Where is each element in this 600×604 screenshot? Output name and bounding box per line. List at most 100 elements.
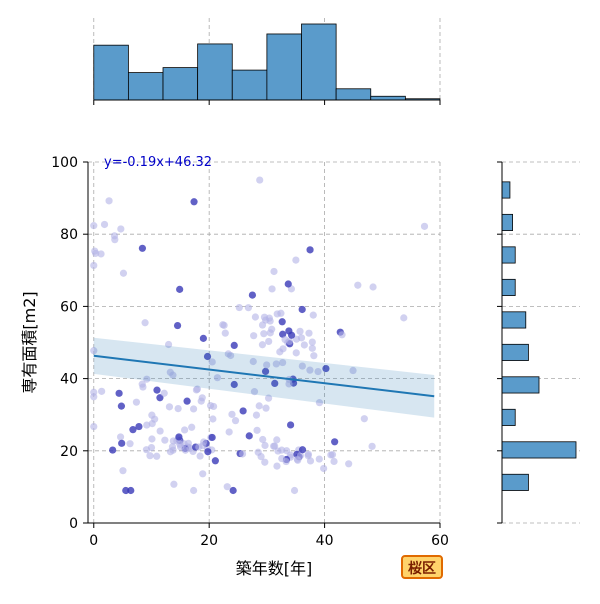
scatter-point	[227, 351, 235, 360]
scatter-point	[208, 358, 216, 366]
scatter-point	[189, 405, 198, 413]
y-tick-label: 20	[60, 444, 78, 460]
scatter-point	[400, 314, 408, 322]
right-histogram	[501, 181, 577, 491]
scatter-point	[165, 403, 174, 411]
scatter-point	[221, 329, 229, 337]
scatter-point	[298, 446, 307, 454]
scatter-point	[281, 336, 289, 344]
scatter-point	[261, 441, 269, 450]
scatter-point	[160, 389, 168, 397]
scatter-point	[271, 379, 279, 387]
scatter-point	[223, 483, 231, 491]
scatter-point	[195, 443, 203, 451]
scatter-point	[225, 428, 233, 436]
scatter-point	[238, 450, 247, 458]
scatter-point	[331, 438, 339, 446]
scatter-point	[257, 452, 265, 461]
scatter-point	[139, 383, 147, 391]
scatter-point	[263, 361, 271, 369]
scatter-point	[273, 462, 281, 470]
scatter-point	[288, 331, 296, 339]
scatter-point	[279, 345, 287, 353]
regression-ci-band	[93, 337, 435, 418]
scatter-point	[209, 415, 217, 423]
scatter-point	[100, 220, 109, 229]
scatter-point	[143, 375, 151, 383]
scatter-point	[204, 448, 212, 456]
scatter-point	[286, 421, 295, 429]
scatter-point	[279, 330, 287, 338]
scatter-point	[268, 325, 276, 333]
scatter-point	[203, 352, 212, 361]
scatter-point	[244, 304, 253, 312]
scatter-point	[156, 427, 164, 435]
scatter-point	[116, 433, 125, 441]
scatter-point	[156, 394, 164, 402]
scatter-point	[219, 321, 227, 329]
scatter-point	[91, 247, 99, 255]
right-histogram-bar	[501, 181, 511, 199]
top-histogram-bar	[301, 23, 337, 101]
y-tick-label: 80	[60, 227, 78, 243]
scatter-point	[211, 457, 219, 465]
scatter-point	[199, 470, 207, 478]
scatter-point	[273, 436, 281, 444]
scatter-point	[300, 341, 308, 349]
scatter-point	[250, 388, 259, 396]
scatter-point	[109, 446, 117, 454]
scatter-point	[298, 305, 306, 314]
scatter-point	[230, 341, 238, 350]
scatter-point	[127, 486, 135, 495]
scatter-point	[208, 433, 216, 442]
scatter-point	[260, 330, 268, 338]
scatter-point	[310, 352, 318, 360]
scatter-point	[272, 360, 280, 368]
y-tick-label: 60	[60, 299, 78, 315]
scatter-point	[117, 402, 126, 410]
scatter-point	[169, 446, 177, 454]
scatter-point	[308, 338, 316, 346]
x-tick-label: 40	[316, 533, 334, 549]
scatter-point	[126, 440, 134, 448]
scatter-point	[251, 313, 259, 321]
scatter-point	[213, 374, 222, 382]
y-axis-label: 専有面積[m2]	[20, 291, 39, 393]
scatter-point	[230, 380, 238, 389]
scatter-point	[176, 285, 184, 293]
scatter-point	[175, 433, 183, 441]
scatter-point	[264, 394, 273, 402]
scatter-point	[278, 318, 286, 326]
right-histogram-bar	[501, 408, 516, 426]
scatter-point	[290, 486, 299, 495]
scatter-point	[314, 367, 322, 376]
scatter-point	[209, 402, 218, 411]
scatter-point	[330, 457, 338, 466]
right-histogram-bar	[501, 311, 527, 329]
scatter-point	[322, 364, 330, 373]
y-tick-label: 0	[69, 516, 78, 532]
scatter-point	[256, 176, 264, 184]
scatter-point	[199, 334, 207, 342]
scatter-point	[258, 321, 267, 329]
scatter-point	[420, 222, 429, 230]
scatter-point	[279, 358, 287, 367]
scatter-point	[192, 386, 201, 394]
scatter-point	[266, 317, 274, 325]
scatter-point	[296, 327, 304, 335]
top-histogram-bar	[266, 33, 302, 101]
scatter-point	[258, 341, 267, 349]
scatter-points	[90, 176, 429, 495]
scatter-point	[292, 349, 300, 357]
scatter-point	[250, 332, 258, 340]
scatter-point	[270, 442, 278, 450]
scatter-point	[268, 285, 276, 293]
scatter-point	[118, 439, 126, 447]
scatter-point	[122, 486, 130, 495]
scatter-point	[143, 421, 151, 429]
scatter-point	[315, 399, 324, 407]
scatter-point	[315, 455, 323, 463]
scatter-point	[110, 232, 119, 240]
y-tick-label: 100	[51, 155, 78, 171]
scatter-point	[153, 386, 161, 394]
